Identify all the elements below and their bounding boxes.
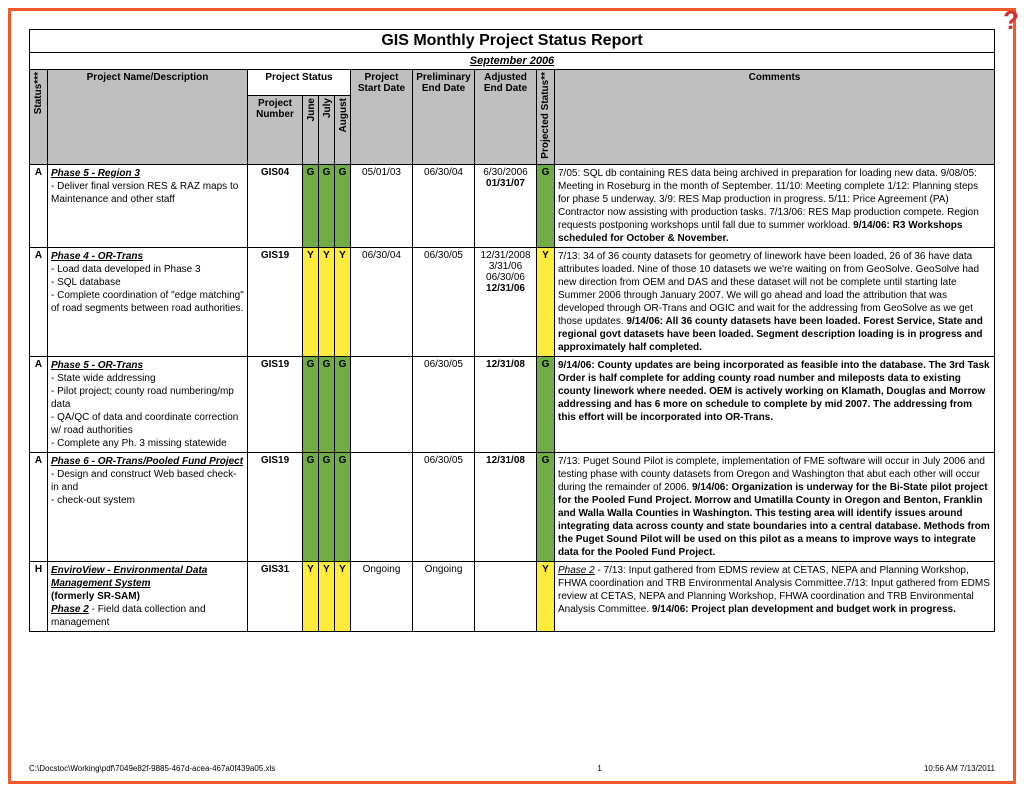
hdr-desc: Project Name/Description [48, 70, 248, 165]
hdr-project-status-group: Project Status [248, 70, 351, 96]
row-adjusted-date: 12/31/08 [475, 452, 537, 561]
hdr-start: Project Start Date [351, 70, 413, 165]
month-status-cell: G [319, 356, 335, 452]
row-projected-status: G [537, 356, 555, 452]
footer-page: 1 [597, 764, 601, 773]
month-status-cell: Y [335, 247, 351, 356]
row-project-number: GIS04 [248, 164, 303, 247]
row-prelim-date: 06/30/05 [413, 356, 475, 452]
row-adjusted-date: 6/30/200601/31/07 [475, 164, 537, 247]
row-projected-status: G [537, 164, 555, 247]
hdr-june: June [303, 95, 319, 164]
row-prelim-date: 06/30/05 [413, 452, 475, 561]
row-start-date [351, 356, 413, 452]
row-start-date: 06/30/04 [351, 247, 413, 356]
row-status: A [30, 452, 48, 561]
row-description: Phase 6 - OR-Trans/Pooled Fund Project -… [48, 452, 248, 561]
month-status-cell: G [319, 452, 335, 561]
month-status-cell: G [303, 164, 319, 247]
month-status-cell: Y [319, 561, 335, 631]
row-description: Phase 4 - OR-Trans - Load data developed… [48, 247, 248, 356]
row-status: H [30, 561, 48, 631]
row-description: Phase 5 - Region 3 - Deliver final versi… [48, 164, 248, 247]
month-status-cell: Y [335, 561, 351, 631]
table-row: APhase 4 - OR-Trans - Load data develope… [30, 247, 995, 356]
row-projected-status: Y [537, 561, 555, 631]
hdr-projected: Projected Status** [537, 70, 555, 165]
report-frame: ? GIS Monthly Project Status Report Sept… [8, 8, 1016, 784]
row-description: EnviroView - Environmental Data Manageme… [48, 561, 248, 631]
table-row: A Phase 5 - OR-Trans - State wide addres… [30, 356, 995, 452]
row-comments: 9/14/06: County updates are being incorp… [555, 356, 995, 452]
hdr-adj: Adjusted End Date [475, 70, 537, 165]
footer-path: C:\Docstoc\Working\pdf\7049e82f-9885-467… [29, 764, 275, 773]
row-prelim-date: Ongoing [413, 561, 475, 631]
corner-logo: ? [1003, 5, 1019, 36]
status-report-table: GIS Monthly Project Status Report Septem… [29, 29, 995, 632]
hdr-august: August [335, 95, 351, 164]
report-subtitle: September 2006 [30, 53, 995, 70]
table-row: APhase 6 - OR-Trans/Pooled Fund Project … [30, 452, 995, 561]
month-status-cell: G [303, 356, 319, 452]
month-status-cell: G [335, 164, 351, 247]
month-status-cell: Y [319, 247, 335, 356]
row-adjusted-date: 12/31/08 [475, 356, 537, 452]
row-status: A [30, 247, 48, 356]
row-comments: 7/13: 34 of 36 county datasets for geome… [555, 247, 995, 356]
table-row: HEnviroView - Environmental Data Managem… [30, 561, 995, 631]
hdr-prelim: Preliminary End Date [413, 70, 475, 165]
row-comments: 7/13: Puget Sound Pilot is complete, imp… [555, 452, 995, 561]
footer-stamp: 10:56 AM 7/13/2011 [924, 764, 995, 773]
row-adjusted-date: 12/31/20083/31/0606/30/0612/31/06 [475, 247, 537, 356]
month-status-cell: G [335, 452, 351, 561]
month-status-cell: G [319, 164, 335, 247]
row-start-date: Ongoing [351, 561, 413, 631]
table-row: APhase 5 - Region 3 - Deliver final vers… [30, 164, 995, 247]
hdr-status: Status*** [30, 70, 48, 165]
row-comments: 7/05: SQL db containing RES data being a… [555, 164, 995, 247]
row-projected-status: Y [537, 247, 555, 356]
row-prelim-date: 06/30/04 [413, 164, 475, 247]
hdr-pnum: Project Number [248, 95, 303, 164]
month-status-cell: Y [303, 247, 319, 356]
row-projected-status: G [537, 452, 555, 561]
row-project-number: GIS31 [248, 561, 303, 631]
row-start-date [351, 452, 413, 561]
hdr-july: July [319, 95, 335, 164]
row-prelim-date: 06/30/05 [413, 247, 475, 356]
row-project-number: GIS19 [248, 356, 303, 452]
table-body: APhase 5 - Region 3 - Deliver final vers… [30, 164, 995, 631]
row-project-number: GIS19 [248, 247, 303, 356]
hdr-comments: Comments [555, 70, 995, 165]
row-adjusted-date [475, 561, 537, 631]
month-status-cell: G [335, 356, 351, 452]
row-description: Phase 5 - OR-Trans - State wide addressi… [48, 356, 248, 452]
month-status-cell: Y [303, 561, 319, 631]
row-comments: Phase 2 - 7/13: Input gathered from EDMS… [555, 561, 995, 631]
month-status-cell: G [303, 452, 319, 561]
page-footer: C:\Docstoc\Working\pdf\7049e82f-9885-467… [29, 764, 995, 773]
row-status: A [30, 164, 48, 247]
row-project-number: GIS19 [248, 452, 303, 561]
row-start-date: 05/01/03 [351, 164, 413, 247]
report-title: GIS Monthly Project Status Report [30, 30, 995, 53]
row-status: A [30, 356, 48, 452]
